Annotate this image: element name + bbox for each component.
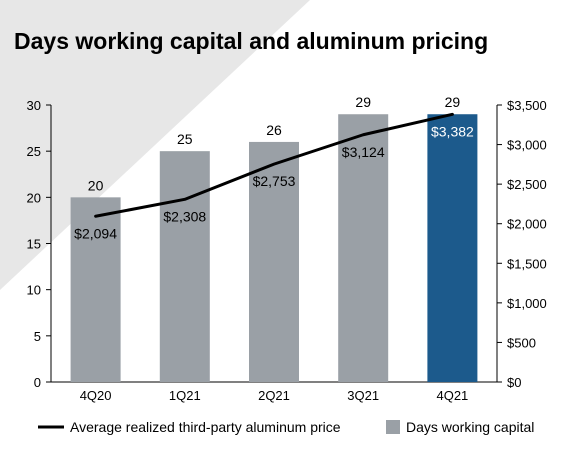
bar-days-working-capital	[70, 197, 121, 382]
right-axis-tick-label: $500	[507, 335, 536, 350]
right-axis-tick-label: $0	[507, 375, 521, 390]
bar-days-working-capital	[338, 114, 389, 382]
price-value-label: $2,753	[253, 173, 296, 189]
price-value-label: $3,124	[342, 144, 385, 160]
left-axis-tick-label: 15	[27, 237, 41, 252]
legend-label-days-working-capital: Days working capital	[406, 419, 534, 435]
price-value-label: $2,308	[163, 208, 206, 224]
right-axis-tick-label: $1,000	[507, 296, 547, 311]
price-value-label: $2,094	[74, 225, 117, 241]
left-axis-tick-label: 0	[34, 375, 41, 390]
left-axis-tick-label: 10	[27, 283, 41, 298]
x-axis-tick-label: 4Q21	[436, 388, 468, 403]
aluminum-price-line	[94, 112, 454, 218]
right-axis-tick-label: $2,500	[507, 177, 547, 192]
bar-value-label: 20	[88, 177, 104, 193]
right-axis-tick-label: $3,000	[507, 138, 547, 153]
bar-days-working-capital	[427, 114, 478, 382]
legend-bar-swatch	[386, 420, 400, 434]
bar-days-working-capital	[249, 141, 299, 382]
chart-title: Days working capital and aluminum pricin…	[14, 28, 489, 54]
x-axis-tick-label: 1Q21	[169, 388, 201, 403]
bar-value-label: 29	[445, 94, 461, 110]
right-axis-tick-label: $1,500	[507, 256, 547, 271]
left-axis-tick-label: 30	[27, 98, 41, 113]
bar-value-label: 29	[355, 94, 371, 110]
left-axis-tick-label: 25	[27, 144, 41, 159]
left-axis-tick-label: 5	[34, 329, 41, 344]
x-axis-tick-label: 3Q21	[347, 388, 379, 403]
right-axis-tick-label: $2,000	[507, 217, 547, 232]
legend-label-aluminum-price: Average realized third-party aluminum pr…	[70, 419, 341, 435]
bar-days-working-capital	[159, 151, 210, 382]
bar-value-label: 26	[266, 122, 282, 138]
x-axis-tick-label: 2Q21	[258, 388, 290, 403]
x-axis-tick-label: 4Q20	[80, 388, 112, 403]
left-axis-tick-label: 20	[27, 190, 41, 205]
price-value-label: $3,382	[431, 123, 474, 139]
right-axis-tick-label: $3,500	[507, 98, 547, 113]
bar-value-label: 25	[177, 131, 193, 147]
